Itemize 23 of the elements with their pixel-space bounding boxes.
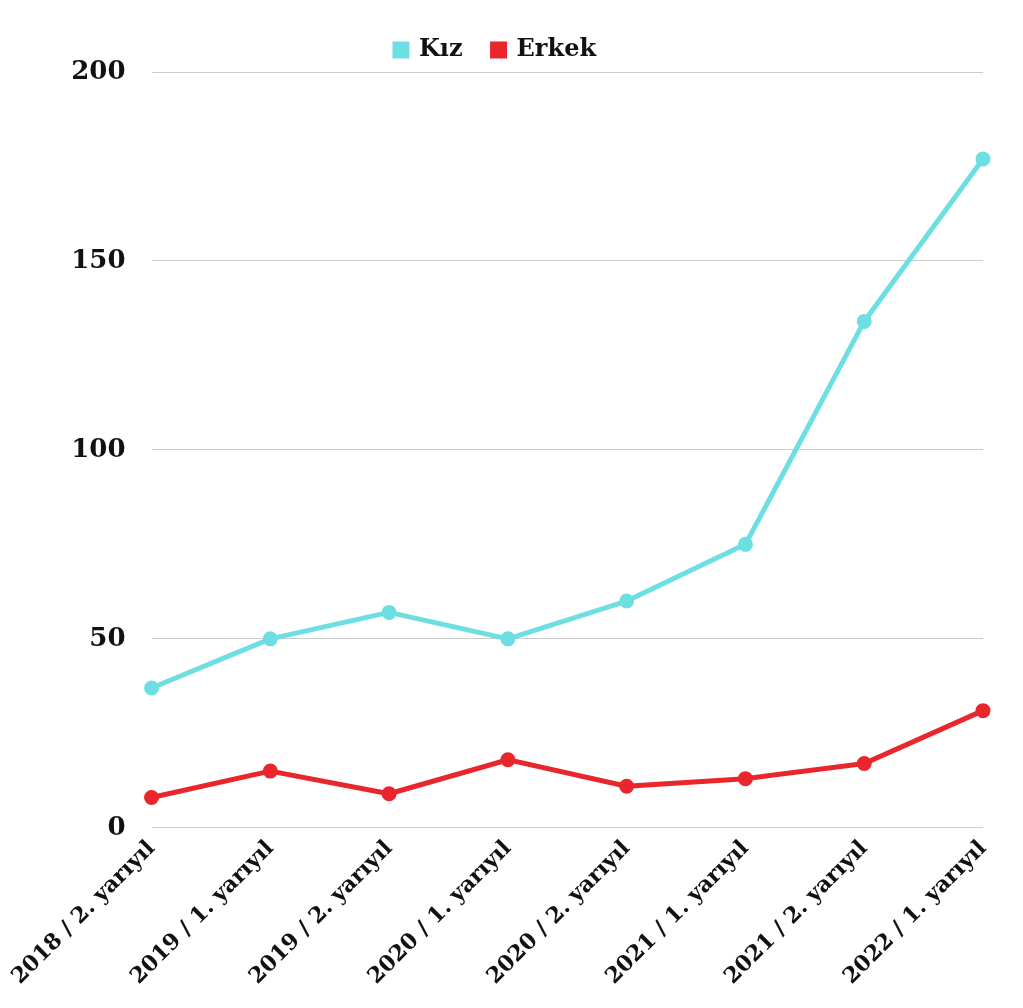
point (144, 790, 160, 806)
y-tick-label: 150 (71, 243, 126, 274)
legend-label: Kız (418, 33, 463, 63)
point (500, 631, 516, 647)
y-tick-label: 0 (107, 810, 126, 841)
point (262, 631, 278, 647)
legend-label: Erkek (516, 33, 598, 63)
y-tick-label: 200 (71, 54, 126, 85)
y-tick-label: 100 (71, 432, 126, 463)
y-tick-label: 50 (89, 621, 126, 652)
point (975, 703, 991, 719)
point (737, 771, 753, 787)
point (975, 151, 991, 167)
point (381, 604, 397, 620)
point (619, 593, 635, 609)
point (737, 536, 753, 552)
point (856, 313, 872, 329)
point (381, 786, 397, 802)
point (144, 680, 160, 696)
point (262, 763, 278, 779)
point (619, 778, 635, 794)
point (500, 752, 516, 768)
point (856, 756, 872, 772)
